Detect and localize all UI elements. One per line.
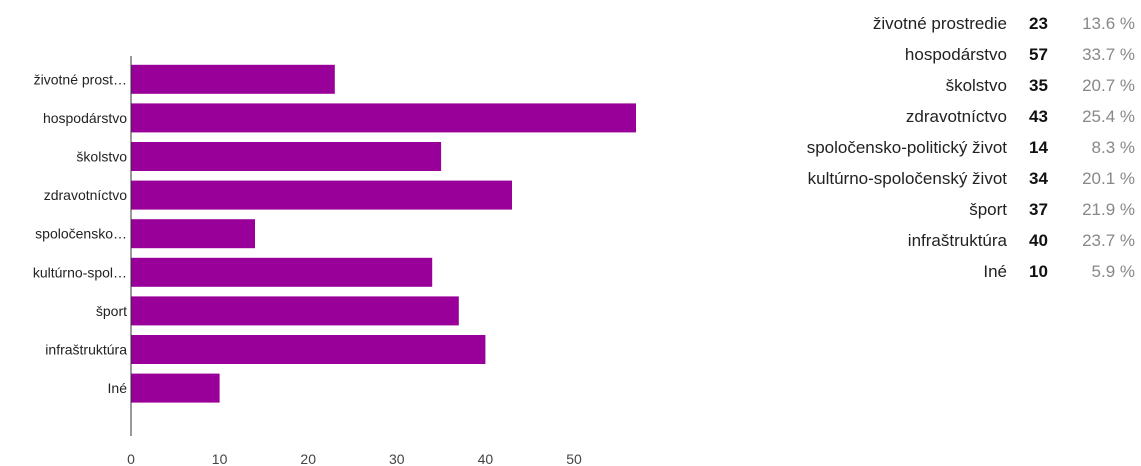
summary-row: životné prostredie 23 13.6 % [807, 8, 1140, 39]
summary-row: zdravotníctvo 43 25.4 % [807, 101, 1140, 132]
x-tick-label: 40 [478, 451, 494, 466]
category-label: školstvo [76, 149, 127, 165]
summary-count: 57 [1029, 44, 1048, 64]
summary-row: šport 37 21.9 % [807, 194, 1140, 225]
summary-count: 43 [1029, 106, 1048, 126]
summary-count: 14 [1029, 137, 1048, 157]
summary-label: spoločensko-politický život [806, 137, 1007, 157]
summary-label: šport [969, 199, 1007, 219]
bar [131, 335, 486, 364]
summary-label: zdravotníctvo [905, 106, 1007, 126]
summary-row: Iné 10 5.9 % [807, 256, 1140, 287]
bar [131, 257, 433, 287]
category-label: kultúrno-spol… [33, 264, 127, 280]
bar [131, 142, 442, 171]
summary-label: školstvo [945, 75, 1007, 95]
response-summary: životné prostredie 23 13.6 % hospodárstvo 5… [640, 8, 1140, 287]
summary-percent: 8.3 % [1091, 137, 1135, 157]
summary-percent: 20.7 % [1082, 75, 1135, 95]
summary-percent: 25.4 % [1082, 106, 1135, 126]
summary-label: infraštruktúra [907, 230, 1007, 250]
response-bar-chart: životné prost… hospodárstvo školstvo zdravo… [33, 56, 636, 466]
x-tick-label: 10 [212, 451, 228, 466]
summary-count: 40 [1029, 230, 1048, 250]
category-label: zdravotníctvo [44, 187, 127, 203]
summary-label: hospodárstvo [904, 44, 1007, 64]
bar [131, 219, 255, 249]
summary-count: 23 [1029, 13, 1048, 33]
category-label: spoločensko… [35, 226, 127, 242]
category-label: infraštruktúra [45, 342, 127, 358]
x-tick-label: 30 [389, 451, 405, 466]
summary-row: školstvo 35 20.7 % [807, 70, 1140, 101]
summary-row: infraštruktúra 40 23.7 % [807, 225, 1140, 256]
summary-percent: 23.7 % [1082, 230, 1135, 250]
summary-count: 35 [1029, 75, 1048, 95]
summary-row: spoločensko-politický život 14 8.3 % [807, 132, 1140, 163]
bar [131, 373, 220, 403]
summary-row: kultúrno-spoločenský život 34 20.1 % [807, 163, 1140, 194]
bar [131, 64, 335, 94]
summary-label: kultúrno-spoločenský život [807, 168, 1007, 188]
x-tick-label: 0 [127, 451, 135, 466]
x-tick-label: 20 [300, 451, 316, 466]
bar [131, 103, 636, 133]
category-label: hospodárstvo [43, 110, 127, 126]
summary-label: Iné [983, 261, 1007, 281]
summary-row: hospodárstvo 57 33.7 % [807, 39, 1140, 70]
summary-table: životné prostredie 23 13.6 % hospodárstvo 5… [807, 8, 1140, 287]
summary-percent: 5.9 % [1091, 261, 1135, 281]
category-label: Iné [108, 380, 128, 396]
summary-count: 37 [1029, 199, 1048, 219]
summary-percent: 21.9 % [1082, 199, 1135, 219]
summary-count: 34 [1029, 168, 1048, 188]
bar [131, 180, 512, 210]
category-label: životné prost… [34, 71, 127, 87]
summary-count: 10 [1029, 261, 1048, 281]
bar [131, 296, 459, 326]
summary-label: životné prostredie [872, 13, 1007, 33]
summary-percent: 20.1 % [1082, 168, 1135, 188]
summary-percent: 13.6 % [1082, 13, 1135, 33]
summary-percent: 33.7 % [1082, 44, 1135, 64]
x-tick-label: 50 [566, 451, 582, 466]
category-label: šport [96, 303, 127, 319]
